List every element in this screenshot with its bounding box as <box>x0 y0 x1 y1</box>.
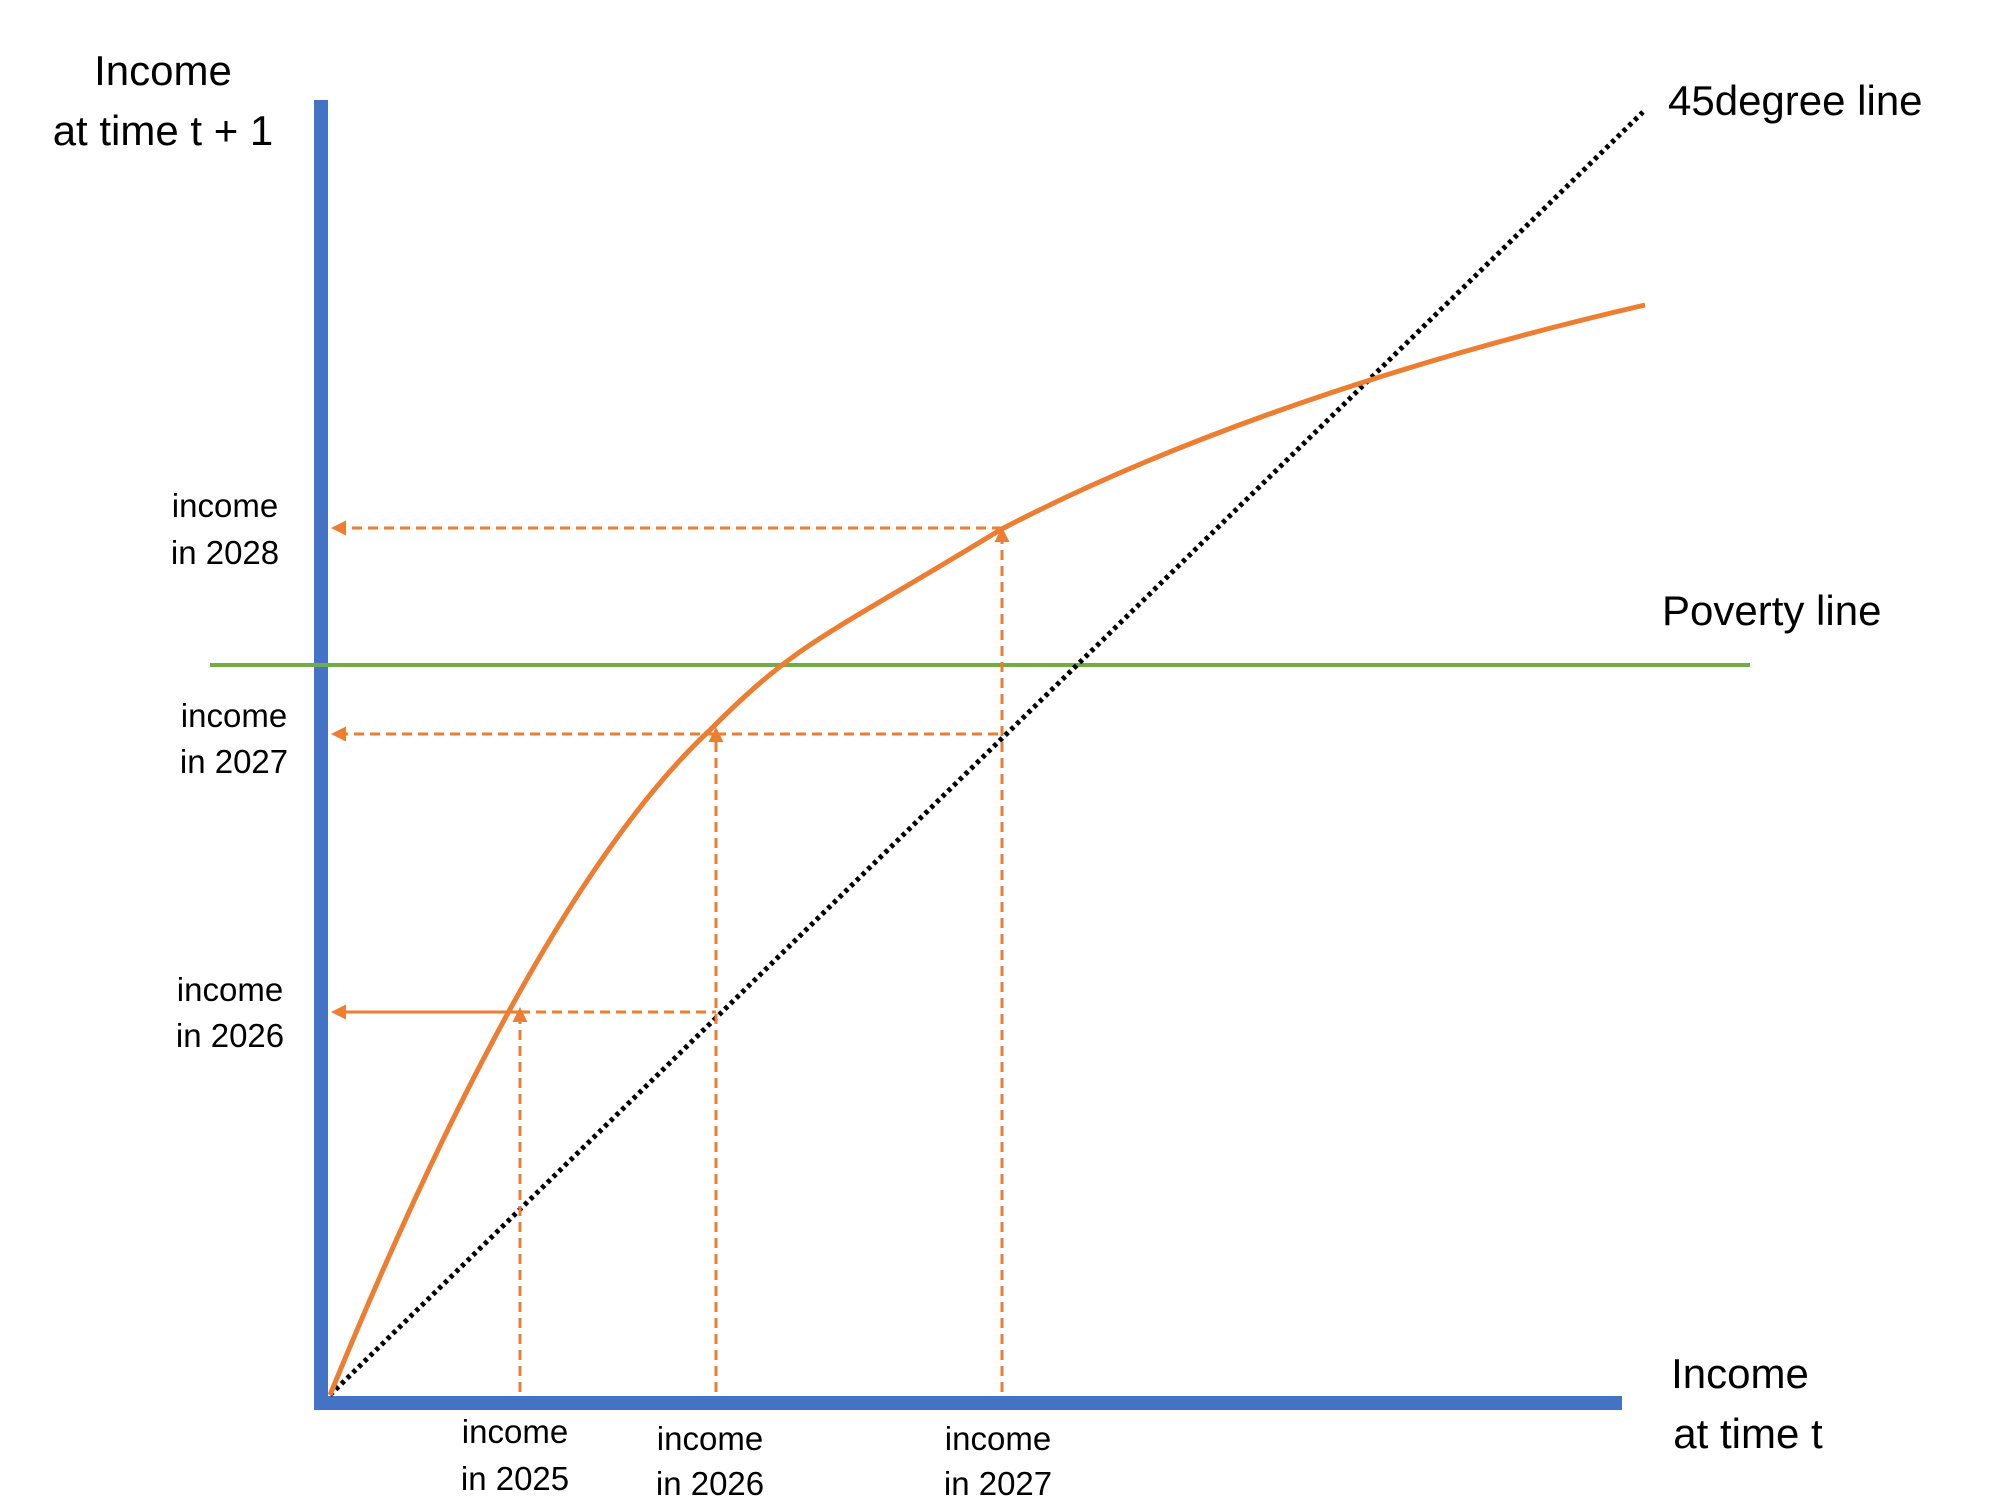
x-tick-2026-line2: in 2026 <box>656 1465 764 1500</box>
x-tick-2027-line1: income <box>945 1420 1051 1457</box>
y-axis-label-line2: at time t + 1 <box>53 107 274 154</box>
y-tick-2026-line2: in 2026 <box>176 1017 284 1054</box>
y-tick-2026-line1: income <box>177 971 283 1008</box>
x-axis-label-line2: at time t <box>1673 1410 1823 1457</box>
x-tick-2027-line2: in 2027 <box>944 1465 1052 1500</box>
x-tick-2026-line1: income <box>657 1420 763 1457</box>
x-tick-2025-line1: income <box>462 1413 568 1450</box>
y-tick-2028-line2: in 2028 <box>171 534 279 571</box>
y-tick-2027-line1: income <box>181 697 287 734</box>
diagonal-45-line <box>328 110 1645 1397</box>
x-axis <box>314 1396 1622 1410</box>
y-tick-2027-line2: in 2027 <box>180 743 288 780</box>
x-axis-label-line1: Income <box>1671 1350 1809 1397</box>
y-axis <box>314 100 328 1408</box>
y-axis-label-line1: Income <box>94 47 232 94</box>
diagonal-line-label: 45degree line <box>1668 77 1923 124</box>
income-curve <box>327 302 1646 1396</box>
y-tick-2028-line1: income <box>172 487 278 524</box>
x-tick-2025-line2: in 2025 <box>461 1460 569 1497</box>
poverty-line-label: Poverty line <box>1662 587 1881 634</box>
